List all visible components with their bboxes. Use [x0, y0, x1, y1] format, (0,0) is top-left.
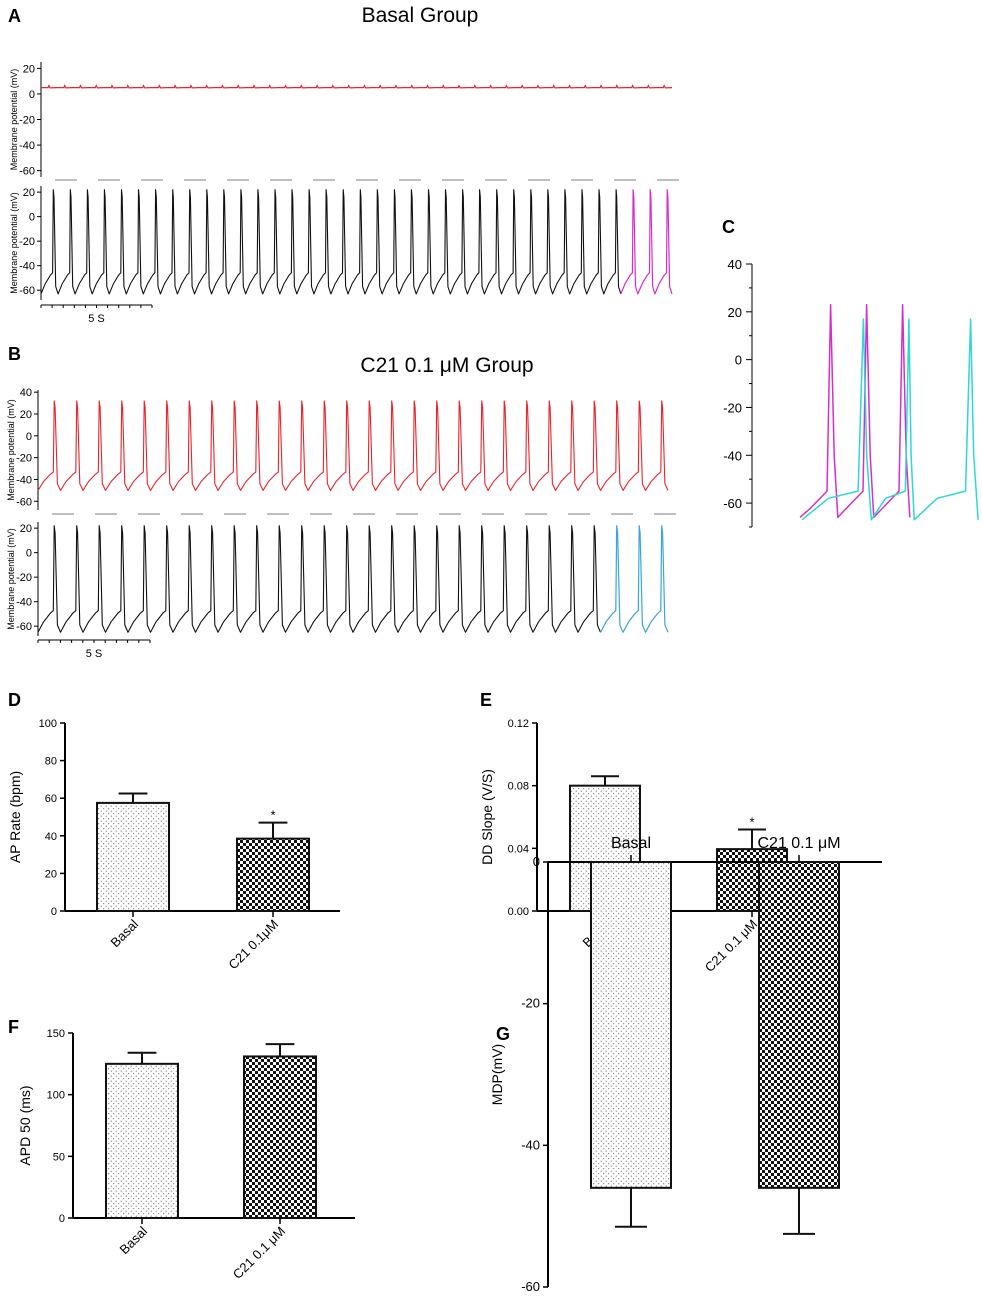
- panel-b-bottom-y-tick-label: -20: [16, 572, 32, 584]
- panel-f-category-label: C21 0.1 μM: [230, 1224, 288, 1282]
- panel-a-bottom-y-tick-label: 0: [29, 212, 35, 224]
- panel-e-significance-marker: *: [749, 815, 754, 830]
- panel-letter-c: C: [722, 217, 735, 237]
- panel-g-y-tick-label: 0: [533, 854, 540, 869]
- panel-c-y-tick-label: -20: [723, 400, 742, 415]
- panel-f-y-tick-label: 150: [47, 1028, 65, 1040]
- panel-letter-b: B: [8, 344, 21, 364]
- panel-b-bottom-trace-line: [37, 525, 602, 633]
- panel-e-y-label: DD Slope (V/S): [479, 769, 495, 865]
- panel-d-category-label: Basal: [108, 916, 142, 950]
- panel-c-basal-trace: [799, 303, 911, 519]
- panel-g-bar-c21: [758, 861, 840, 1189]
- panel-c-y-tick-label: 0: [735, 353, 742, 368]
- panel-b-top-y-tick-label: 20: [20, 409, 32, 421]
- panel-a-bottom-trace-line: [40, 189, 622, 295]
- panel-d-y-label: AP Rate (bpm): [7, 771, 23, 863]
- panel-b-bottom-y-tick-label: -60: [16, 621, 32, 633]
- panel-e-y-tick-label: 0.08: [508, 781, 529, 793]
- panel-c-y-tick-label: 20: [728, 305, 742, 320]
- panel-e-y-tick-label: 0.12: [508, 718, 529, 730]
- panel-b-top-y-label: Membrane potential (mV): [6, 399, 16, 501]
- panel-f-bar-c21: [243, 1055, 317, 1220]
- panel-g-y-tick-label: -20: [521, 996, 540, 1011]
- panel-g-category-label: C21 0.1 μM: [757, 835, 840, 852]
- panel-a-bottom-y-tick-label: 20: [23, 187, 35, 199]
- panel-a-top-y-tick-label: 0: [29, 89, 35, 101]
- panel-g-y-label: MDP(mV): [489, 1044, 505, 1105]
- panel-a-bottom-y-tick-label: -40: [19, 261, 35, 273]
- panel-b-top-trace-line: [37, 400, 669, 491]
- panel-g-bar-basal: [590, 861, 672, 1189]
- panel-letter-g: G: [496, 1024, 510, 1044]
- panel-b-bottom-y-tick-label: 20: [20, 523, 32, 535]
- panel-letter-f: F: [8, 1017, 19, 1037]
- panel-c-y-tick-label: -60: [723, 496, 742, 511]
- panel-a-top-y-label: Membrane potential (mV): [9, 69, 19, 171]
- panel-b-bottom-y-label: Membrane potential (mV): [6, 528, 16, 630]
- panel-b-top-y-tick-label: -40: [16, 474, 32, 486]
- panel-e-y-tick-label: 0.04: [508, 843, 529, 855]
- panel-b-bottom-trace-highlight: [599, 525, 669, 633]
- panel-g-y-tick-label: -40: [521, 1137, 540, 1152]
- panel-a-top-y-tick-label: -40: [19, 140, 35, 152]
- panel-d-y-tick-label: 100: [39, 718, 57, 730]
- panel-b-top-y-tick-label: 40: [20, 387, 32, 399]
- panel-a-bottom-trace-highlight: [620, 189, 673, 295]
- bar-panels: 0 20 40 60 80 100 AP Rate (bpm) Basal * C21 0.1μM…: [7, 718, 882, 1294]
- panel-g-y-tick-label: -60: [521, 1279, 540, 1294]
- panel-letter-e: E: [480, 690, 492, 710]
- panel-a-title: Basal Group: [362, 4, 479, 27]
- panel-a-top-y-tick-label: -20: [19, 115, 35, 127]
- panel-f-bar-basal: [105, 1062, 179, 1220]
- panel-d-y-tick-label: 60: [45, 793, 57, 805]
- panel-a-bottom-y-label: Membrane potential (mV): [9, 192, 19, 294]
- panel-c-c21-trace: [801, 318, 979, 521]
- panel-f-y-tick-label: 100: [47, 1090, 65, 1102]
- panel-c-y-tick-label: -40: [723, 448, 742, 463]
- panel-d-y-tick-label: 40: [45, 831, 57, 843]
- panel-b-top-y-tick-label: -60: [16, 496, 32, 508]
- panel-c-y-tick-label: 40: [728, 257, 742, 272]
- panel-a-scale-bar-label: 5 S: [88, 313, 105, 325]
- panel-d-y-tick-label: 20: [45, 868, 57, 880]
- panel-e-category-label: C21 0.1 μM: [702, 917, 760, 975]
- panel-d-category-label: C21 0.1μM: [225, 917, 281, 973]
- panel-b-title: C21 0.1 μM Group: [360, 354, 533, 377]
- panel-a-bottom-y-tick-label: -60: [19, 285, 35, 297]
- panel-b-top-y-tick-label: -20: [16, 453, 32, 465]
- panel-b-scale-bar-label: 5 S: [86, 648, 103, 660]
- panel-a-top-trace-line: [41, 84, 673, 89]
- panel-a-top-y-tick-label: -60: [19, 166, 35, 178]
- panel-b-bottom-y-tick-label: 0: [26, 548, 32, 560]
- panel-e-y-tick-label: 0.00: [508, 906, 529, 918]
- panel-d-significance-marker: *: [270, 808, 275, 823]
- panel-letter-a: A: [8, 6, 21, 26]
- panel-f-y-tick-label: 50: [53, 1151, 65, 1163]
- panel-d-y-tick-label: 80: [45, 756, 57, 768]
- panel-f-y-label: APD 50 (ms): [17, 1085, 33, 1165]
- panel-a-bottom-y-tick-label: -20: [19, 236, 35, 248]
- panel-d-bar-basal: [96, 801, 170, 913]
- panel-d-y-tick-label: 0: [51, 906, 57, 918]
- panel-b-top-y-tick-label: 0: [26, 431, 32, 443]
- panel-g-category-label: Basal: [611, 835, 651, 852]
- panel-a-top-y-tick-label: 20: [23, 63, 35, 75]
- panel-f-y-tick-label: 0: [59, 1213, 65, 1225]
- panel-letter-d: D: [8, 690, 21, 710]
- panel-f-category-label: Basal: [117, 1223, 151, 1257]
- overlay-panel: 40 20 0 -20 -40 -60: [723, 257, 979, 528]
- panel-b-bottom-y-tick-label: -40: [16, 597, 32, 609]
- panel-d-bar-c21: [236, 837, 310, 912]
